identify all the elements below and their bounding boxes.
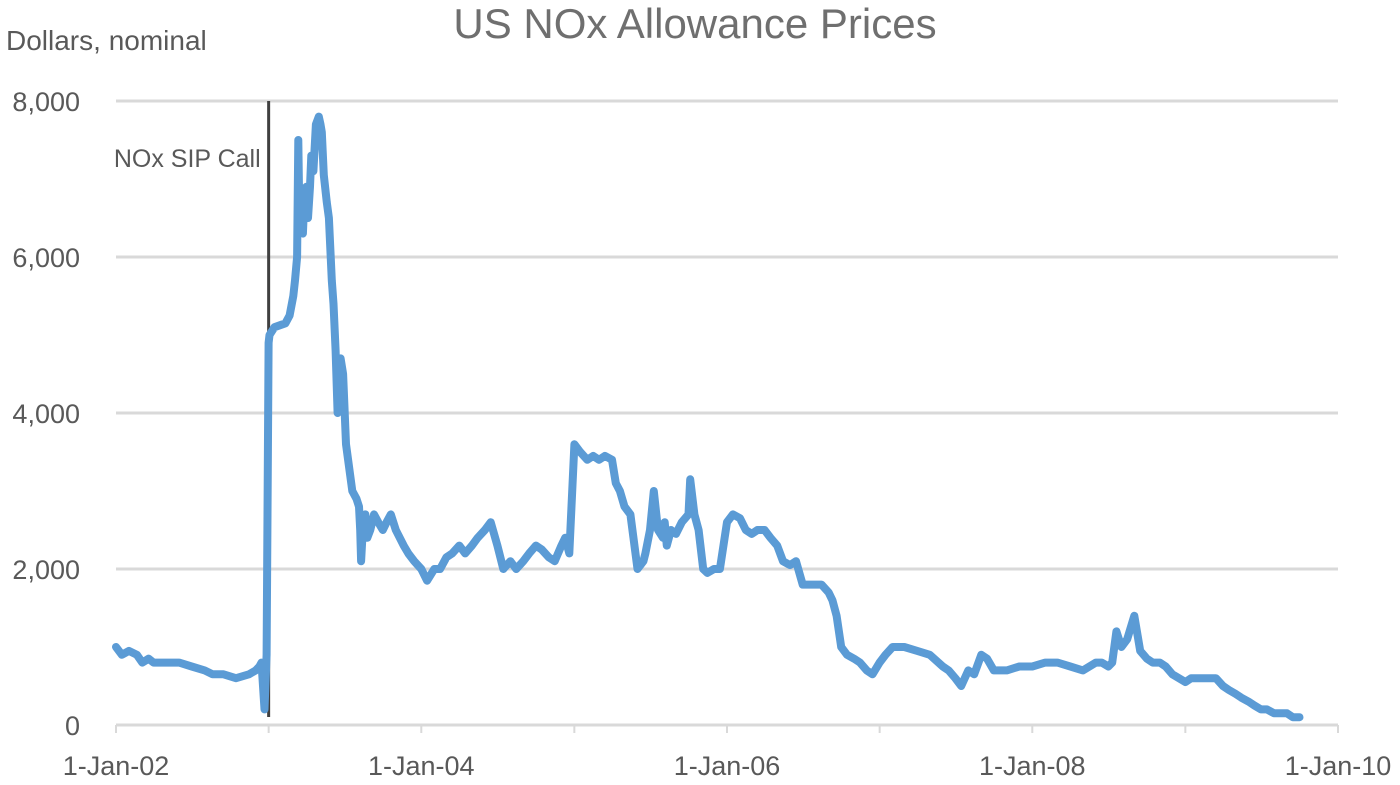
y-tick-label: 4,000	[12, 399, 80, 429]
x-tick-label: 1-Jan-02	[63, 751, 170, 781]
price-series	[112, 112, 1304, 722]
nox-sip-call-annotation: NOx SIP Call	[114, 145, 261, 173]
x-tick-label: 1-Jan-04	[368, 751, 475, 781]
y-axis-tick-labels: 0 2,000 4,000 6,000 8,000	[12, 87, 80, 741]
y-tick-label: 8,000	[12, 87, 80, 117]
y-tick-label: 2,000	[12, 555, 80, 585]
x-tick-label: 1-Jan-08	[979, 751, 1086, 781]
y-tick-label: 0	[65, 711, 80, 741]
x-axis-ticks	[115, 725, 1339, 733]
x-tick-label: 1-Jan-10	[1285, 751, 1392, 781]
gridlines	[116, 99, 1338, 727]
x-axis-tick-labels: 1-Jan-02 1-Jan-04 1-Jan-06 1-Jan-08 1-Jan-10	[63, 751, 1392, 781]
y-axis-label: Dollars, nominal	[6, 25, 207, 56]
y-tick-label: 6,000	[12, 243, 80, 273]
chart-title: US NOx Allowance Prices	[453, 0, 936, 47]
series-line	[112, 112, 1304, 722]
x-tick-label: 1-Jan-06	[674, 751, 781, 781]
